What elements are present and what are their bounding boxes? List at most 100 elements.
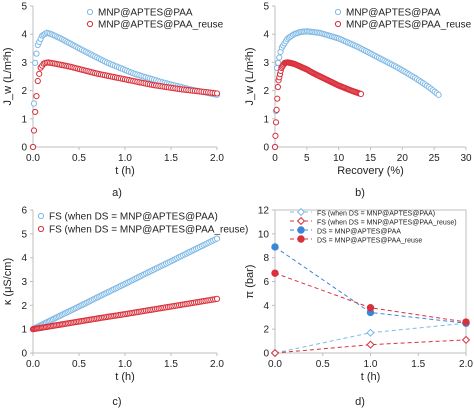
data-point [29, 143, 37, 151]
x-tick-label: 1.5 [164, 359, 178, 370]
x-axis-label: t (h) [115, 371, 135, 383]
y-tick-label: 3 [21, 277, 27, 288]
series-3 [271, 243, 470, 327]
x-tick-label: 2.0 [210, 153, 224, 164]
y-tick-label: 0 [263, 143, 269, 154]
y-tick-label: 4 [21, 30, 27, 41]
y-tick-label: 1 [21, 114, 27, 125]
data-point [366, 328, 375, 337]
legend-label: FS (when DS = MNP@APTES@PAA_reuse) [317, 220, 457, 227]
legend-label: FS (when DS = MNP@APTES@PAA) [317, 211, 435, 218]
data-point [30, 100, 38, 107]
data-point [366, 340, 375, 349]
series-line [274, 339, 467, 354]
x-tick-label: 25 [429, 153, 441, 164]
x-tick-label: 10 [333, 153, 345, 164]
series-1 [271, 28, 442, 151]
legend-label: DS = MNP@APTES@PAA [317, 229, 401, 236]
x-tick-label: 0 [272, 153, 278, 164]
data-point [273, 106, 280, 114]
y-tick-label: 3 [263, 58, 269, 69]
legend-marker [86, 8, 94, 16]
data-point [213, 90, 221, 97]
legend-label: FS (when DS = MNP@APTES@PAA) [49, 212, 218, 223]
x-tick-label: 0.5 [72, 359, 86, 370]
x-tick-label: 2.0 [459, 359, 473, 370]
data-point [271, 243, 279, 251]
data-point [213, 295, 221, 302]
x-tick-label: 30 [460, 153, 472, 164]
data-point [272, 132, 279, 139]
y-tick-label: 2 [21, 86, 27, 97]
y-tick-label: 4 [263, 301, 269, 312]
y-tick-label: 2 [263, 325, 269, 336]
y-tick-label: 0 [21, 143, 27, 154]
legend: FS (when DS = MNP@APTES@PAA) FS (when DS … [290, 207, 457, 245]
panel-tag: c) [112, 396, 121, 408]
x-tick-label: 15 [365, 153, 377, 164]
legend-marker [297, 235, 305, 243]
legend: FS (when DS = MNP@APTES@PAA) FS (when DS … [37, 212, 248, 236]
y-axis-label: κ (μS/cm) [2, 258, 14, 305]
data-point [276, 54, 283, 61]
legend-marker [86, 20, 94, 28]
x-tick-label: 1.0 [364, 359, 378, 370]
x-tick-label: 2.0 [210, 359, 224, 370]
series-2 [29, 295, 221, 333]
series-2 [271, 59, 365, 151]
x-axis-label: t (h) [361, 371, 381, 383]
data-point [462, 318, 470, 326]
data-point [213, 235, 221, 242]
data-point [32, 108, 39, 116]
x-tick-label: 1.5 [411, 359, 425, 370]
y-tick-label: 2 [263, 86, 269, 97]
y-tick-label: 5 [21, 229, 27, 240]
data-point [271, 143, 279, 151]
legend-marker [296, 216, 306, 226]
x-tick-label: 0.0 [26, 359, 40, 370]
panel-tag: b) [355, 187, 365, 199]
legend-marker [297, 226, 305, 234]
y-axis-label: J_w (L/m²h) [2, 47, 14, 105]
y-tick-label: 1 [263, 114, 269, 125]
series-4 [271, 269, 470, 326]
data-point [435, 91, 442, 98]
y-tick-label: 3 [21, 58, 27, 69]
x-tick-label: 0.5 [316, 359, 330, 370]
chart-panel-3: 0.0 0.5 1.0 1.5 2.0 0 1 2 3 4 5 6 t (h) κ (μS/cm) FS (… [2, 206, 248, 409]
series-1 [270, 319, 471, 358]
y-tick-label: 10 [258, 229, 270, 240]
x-tick-label: 0.0 [26, 153, 40, 164]
y-axis-label: π (bar) [244, 265, 256, 299]
data-point [34, 77, 41, 85]
y-tick-label: 8 [263, 253, 269, 264]
legend-label: MNP@APTES@PAA_reuse [98, 20, 224, 31]
chart-panel-1: 0.0 0.5 1.0 1.5 2.0 0 1 2 3 4 5 t (h) J_w (L/m²h) MNP… [2, 2, 224, 200]
y-tick-label: 4 [263, 30, 269, 41]
y-tick-label: 2 [21, 301, 27, 312]
data-point [274, 83, 282, 91]
data-point [461, 335, 471, 344]
x-tick-label: 5 [304, 153, 310, 164]
legend-marker [37, 225, 45, 233]
data-point [36, 70, 43, 77]
y-tick-label: 6 [21, 206, 27, 217]
panel-tag: a) [112, 187, 122, 199]
series-2 [270, 335, 471, 358]
data-point [357, 90, 365, 98]
data-point [30, 127, 38, 134]
legend-label: MNP@APTES@PAA_reuse [346, 20, 472, 31]
legend-label: FS (when DS = MNP@APTES@PAA_reuse) [49, 225, 248, 236]
legend-label: DS = MNP@APTES@PAA_reuse [317, 238, 422, 245]
series-2 [29, 59, 221, 151]
data-point [271, 269, 279, 277]
data-point [274, 95, 281, 102]
legend-label: MNP@APTES@PAA [98, 8, 193, 19]
legend-marker [37, 212, 45, 220]
data-point [33, 50, 40, 57]
legend-marker [334, 20, 342, 28]
chart-panel-2: 0 5 10 15 20 25 30 0 1 2 3 4 5 Recovery (%) J_w (L/m²h… [244, 2, 472, 200]
